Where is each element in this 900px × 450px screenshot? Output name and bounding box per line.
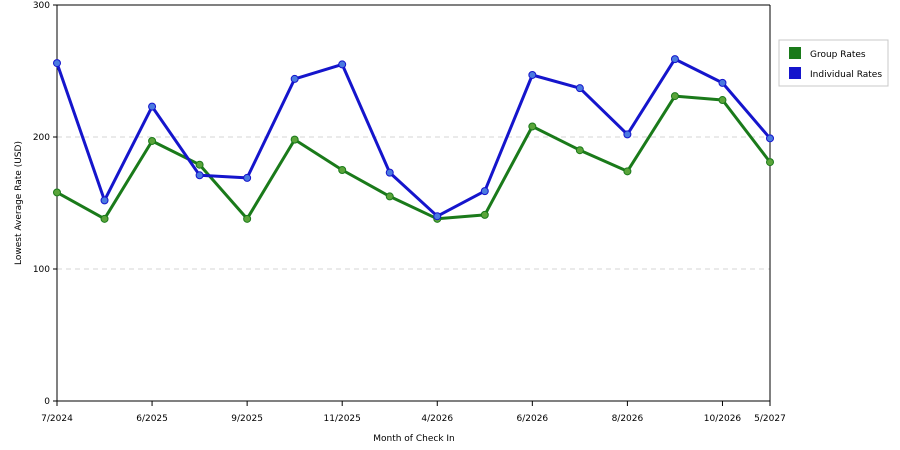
data-point [528, 122, 537, 131]
legend-label: Individual Rates [810, 70, 882, 80]
data-point [766, 134, 774, 143]
data-point [53, 59, 61, 68]
data-point [338, 60, 347, 69]
data-point [766, 158, 774, 167]
x-tick-label: 6/2025 [136, 414, 168, 424]
data-point [195, 160, 204, 169]
gridlines [57, 136, 770, 270]
y-axis-title: Lowest Average Rate (USD) [14, 141, 24, 265]
series-line-1 [56, 94, 772, 221]
data-point [243, 214, 252, 223]
x-tick-label: 4/2026 [421, 414, 453, 424]
data-point [338, 166, 347, 174]
x-tick-label: 5/2027 [754, 414, 786, 424]
data-point [148, 136, 157, 145]
x-tick-label: 10/2026 [704, 414, 742, 424]
x-tick-label: 7/2024 [41, 414, 73, 424]
data-point [385, 168, 394, 177]
data-point [53, 188, 61, 197]
y-tick-label: 0 [44, 397, 50, 407]
data-point [528, 70, 537, 79]
data-point [433, 212, 442, 221]
data-point [623, 167, 632, 176]
series-layer [53, 55, 774, 223]
data-point [575, 146, 584, 155]
legend-swatch [789, 67, 801, 79]
data-point [290, 74, 299, 83]
data-point [670, 92, 679, 101]
data-point [385, 192, 394, 201]
axes: 0 100 200 300 7/2024 6/2025 9/2025 11/2025 4/202… [33, 1, 786, 424]
data-point [718, 96, 727, 105]
legend-swatch [789, 47, 801, 59]
y-tick-label: 200 [33, 133, 50, 143]
data-point [670, 55, 679, 64]
data-point [243, 173, 252, 182]
series-line-2 [55, 57, 772, 218]
data-point [623, 130, 632, 139]
x-tick-label: 11/2025 [324, 414, 361, 424]
x-tick-label: 8/2026 [612, 414, 644, 424]
data-point [575, 84, 584, 93]
data-point [100, 196, 109, 205]
x-tick-label: 9/2025 [231, 414, 263, 424]
data-point [290, 135, 299, 144]
data-point [100, 214, 109, 223]
data-point [480, 210, 489, 219]
y-tick-label: 100 [33, 265, 50, 275]
x-tick-label: 6/2026 [516, 414, 548, 424]
x-axis-title: Month of Check In [373, 434, 455, 444]
data-point [148, 102, 157, 111]
legend: Group Rates Individual Rates [778, 39, 889, 87]
data-point [480, 187, 489, 196]
data-point [195, 171, 204, 180]
legend-label: Group Rates [810, 50, 866, 60]
y-tick-label: 300 [33, 1, 50, 11]
data-point [718, 78, 727, 87]
